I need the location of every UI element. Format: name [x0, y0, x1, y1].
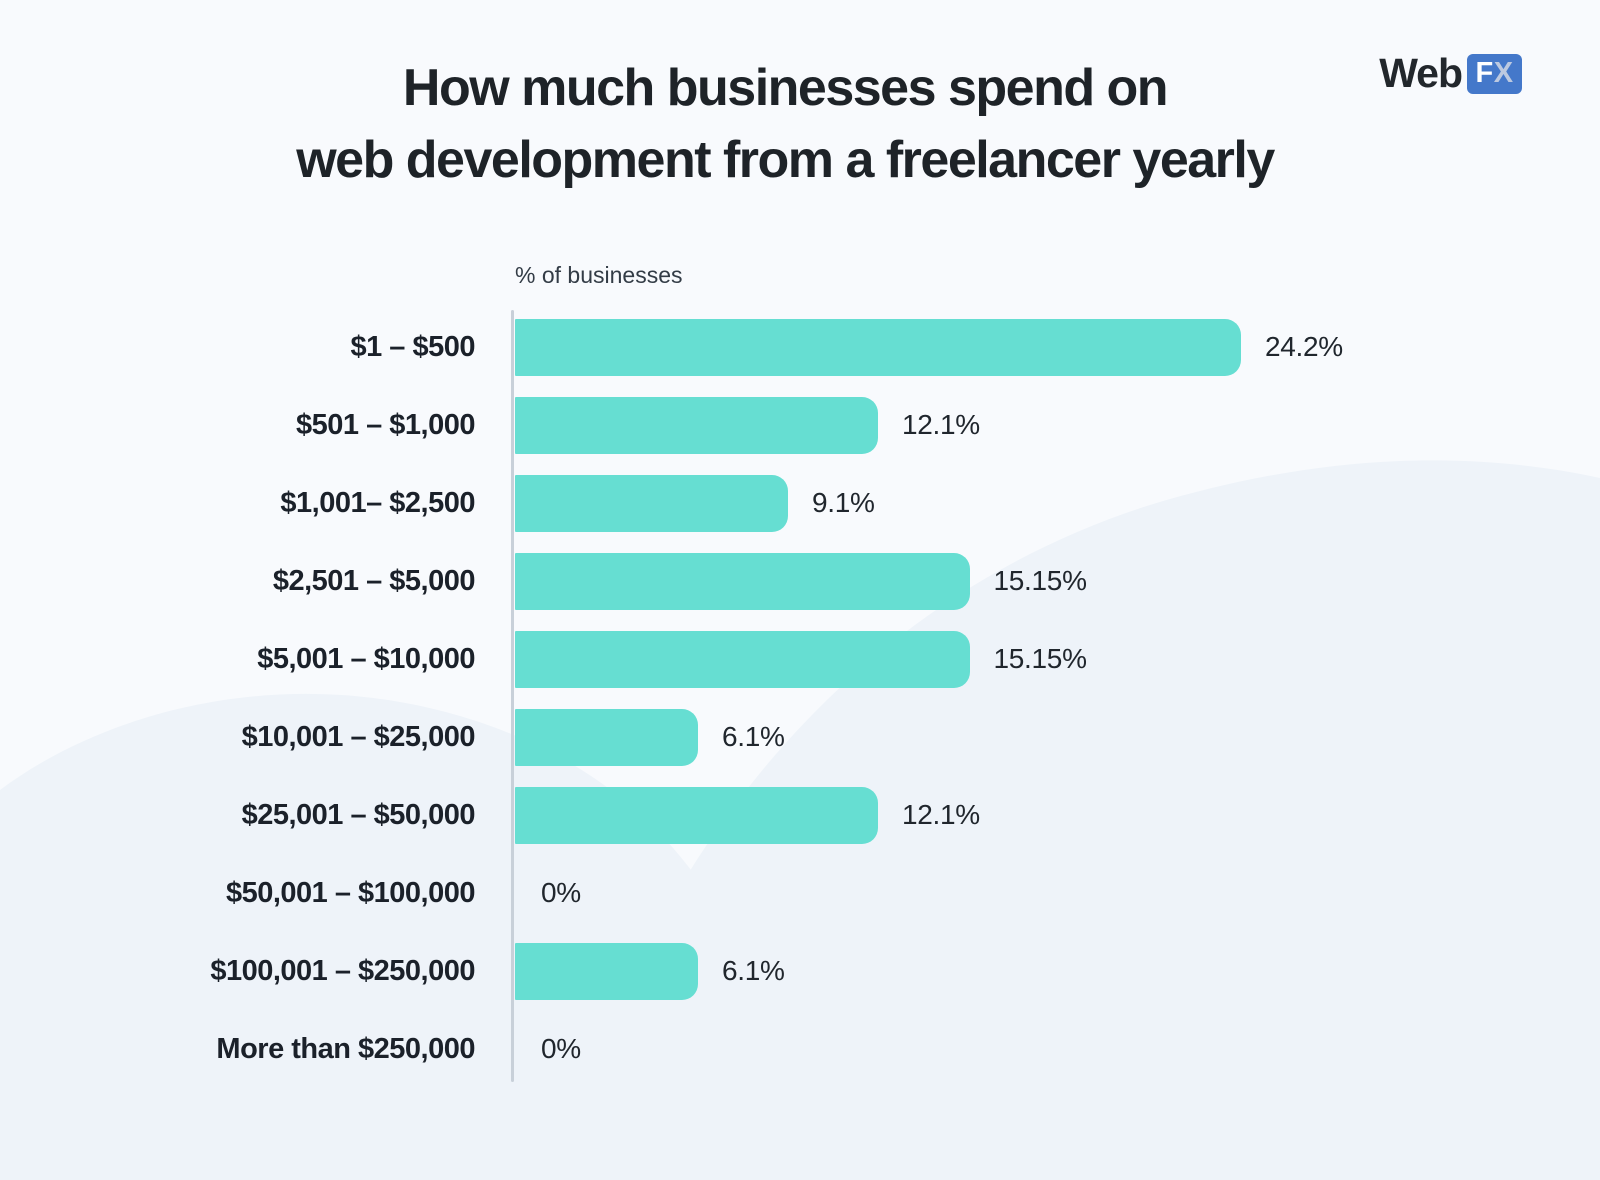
logo-text: Web [1379, 50, 1463, 96]
logo-badge-letter-x: X [1493, 57, 1514, 89]
bar-chart: % of businesses $1 – $500 24.2% $501 – $… [0, 262, 1600, 1088]
bar-track: 0% [515, 1010, 1600, 1088]
value-label: 0% [541, 877, 581, 908]
category-label: $1 – $500 [350, 330, 475, 363]
bar [515, 786, 878, 844]
bar [515, 942, 698, 1000]
chart-rows: $1 – $500 24.2% $501 – $1,000 12.1% $1,0… [0, 308, 1600, 1088]
value-label: 0% [541, 1033, 581, 1064]
bar [515, 396, 878, 454]
chart-row: $10,001 – $25,000 6.1% [0, 698, 1600, 776]
category-label: $25,001 – $50,000 [241, 798, 476, 831]
category-label: $100,001 – $250,000 [210, 954, 475, 987]
value-label: 9.1% [812, 487, 875, 518]
bar [515, 552, 970, 610]
bar-track: 15.15% [515, 542, 1600, 620]
bar [515, 708, 698, 766]
value-label: 15.15% [993, 565, 1087, 596]
wave-right [560, 460, 1600, 1180]
chart-row: $5,001 – $10,000 15.15% [0, 620, 1600, 698]
bar [515, 318, 1241, 376]
chart-row: $1,001– $2,500 9.1% [0, 464, 1600, 542]
bar-track: 12.1% [515, 776, 1600, 854]
category-label: $501 – $1,000 [296, 408, 475, 441]
category-label: $10,001 – $25,000 [241, 720, 476, 753]
chart-row: $100,001 – $250,000 6.1% [0, 932, 1600, 1010]
chart-row: $25,001 – $50,000 12.1% [0, 776, 1600, 854]
page-title-line1: How much businesses spend on [402, 59, 1169, 117]
bar-track: 12.1% [515, 386, 1600, 464]
chart-row: $1 – $500 24.2% [0, 308, 1600, 386]
category-label: $1,001– $2,500 [280, 486, 475, 519]
bar-track: 0% [515, 854, 1600, 932]
chart-row: $501 – $1,000 12.1% [0, 386, 1600, 464]
axis-label: % of businesses [515, 262, 683, 288]
category-label: $5,001 – $10,000 [257, 642, 475, 675]
logo-badge: F X [1467, 53, 1522, 94]
page-title-line2: web development from a freelancer yearly [296, 131, 1275, 189]
category-label: $50,001 – $100,000 [225, 876, 476, 909]
bar [515, 474, 788, 532]
bar-track: 24.2% [515, 308, 1600, 386]
bar-track: 6.1% [515, 932, 1600, 1010]
webfx-logo: Web F X [1379, 50, 1522, 97]
value-label: 24.2% [1265, 331, 1343, 362]
category-label: $2,501 – $5,000 [272, 564, 476, 597]
category-label: More than $250,000 [216, 1032, 475, 1065]
chart-row: $2,501 – $5,000 15.15% [0, 542, 1600, 620]
bar-track: 15.15% [515, 620, 1600, 698]
value-label: 6.1% [722, 955, 785, 986]
chart-row: More than $250,000 0% [0, 1010, 1600, 1088]
bar-track: 6.1% [515, 698, 1600, 776]
axis-line [511, 310, 514, 1082]
bar [515, 630, 970, 688]
bar-track: 9.1% [515, 464, 1600, 542]
value-label: 12.1% [902, 409, 980, 440]
logo-badge-letter-f: F [1475, 57, 1494, 89]
value-label: 6.1% [722, 721, 785, 752]
page-title: How much businesses spend on web develop… [0, 52, 1570, 196]
value-label: 12.1% [902, 799, 980, 830]
value-label: 15.15% [993, 643, 1087, 674]
chart-row: $50,001 – $100,000 0% [0, 854, 1600, 932]
